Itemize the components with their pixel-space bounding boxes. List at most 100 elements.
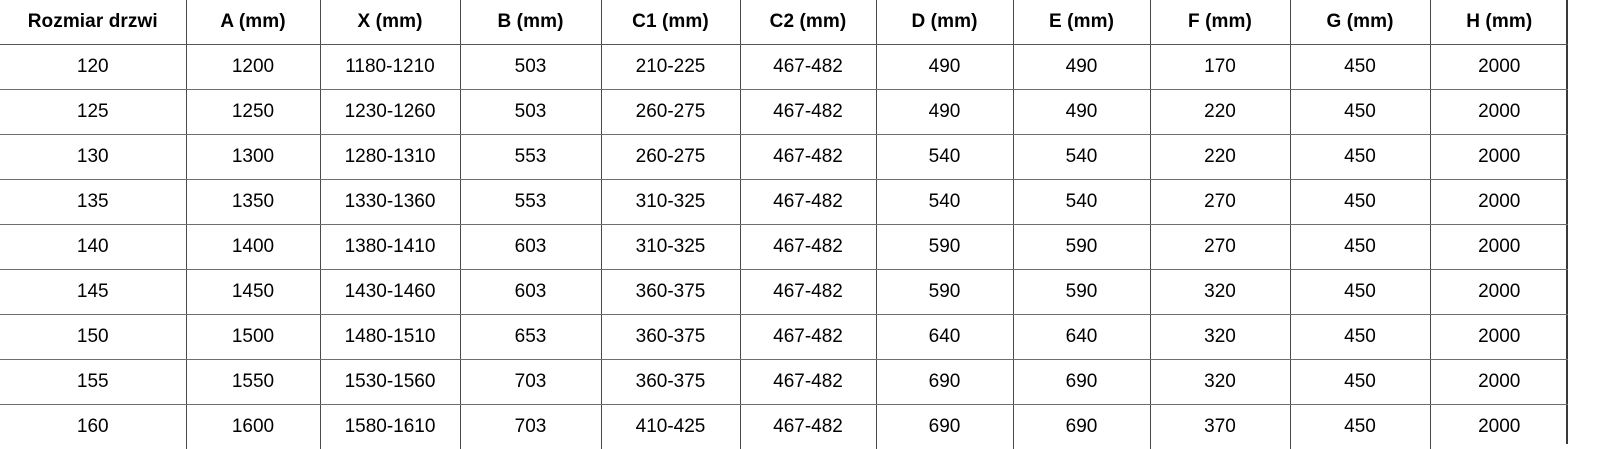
- cell-x: 1330-1360: [320, 180, 460, 225]
- cell-g: 450: [1290, 180, 1430, 225]
- cell-size: 160: [0, 405, 186, 449]
- cell-a: 1250: [186, 90, 320, 135]
- cell-e: 690: [1013, 405, 1150, 449]
- table-body: 120 1200 1180-1210 503 210-225 467-482 4…: [0, 45, 1568, 449]
- cell-e: 490: [1013, 45, 1150, 90]
- cell-size: 155: [0, 360, 186, 405]
- cell-f: 220: [1150, 135, 1290, 180]
- cell-e: 690: [1013, 360, 1150, 405]
- cell-d: 690: [876, 360, 1013, 405]
- column-header-f: F (mm): [1150, 0, 1290, 45]
- cell-h: 2000: [1430, 135, 1568, 180]
- column-header-h: H (mm): [1430, 0, 1568, 45]
- cell-e: 640: [1013, 315, 1150, 360]
- door-specification-table-container: Rozmiar drzwi A (mm) X (mm) B (mm) C1 (m…: [0, 0, 1568, 444]
- cell-x: 1530-1560: [320, 360, 460, 405]
- cell-x: 1230-1260: [320, 90, 460, 135]
- cell-size: 145: [0, 270, 186, 315]
- cell-x: 1580-1610: [320, 405, 460, 449]
- cell-a: 1600: [186, 405, 320, 449]
- cell-h: 2000: [1430, 270, 1568, 315]
- cell-g: 450: [1290, 135, 1430, 180]
- cell-size: 135: [0, 180, 186, 225]
- table-row: 135 1350 1330-1360 553 310-325 467-482 5…: [0, 180, 1568, 225]
- cell-d: 590: [876, 225, 1013, 270]
- cell-h: 2000: [1430, 45, 1568, 90]
- cell-size: 130: [0, 135, 186, 180]
- cell-h: 2000: [1430, 90, 1568, 135]
- cell-e: 590: [1013, 270, 1150, 315]
- cell-size: 150: [0, 315, 186, 360]
- cell-h: 2000: [1430, 360, 1568, 405]
- cell-x: 1380-1410: [320, 225, 460, 270]
- cell-c2: 467-482: [740, 45, 876, 90]
- column-header-d: D (mm): [876, 0, 1013, 45]
- cell-b: 503: [460, 90, 601, 135]
- column-header-x: X (mm): [320, 0, 460, 45]
- table-row: 120 1200 1180-1210 503 210-225 467-482 4…: [0, 45, 1568, 90]
- cell-a: 1350: [186, 180, 320, 225]
- cell-c2: 467-482: [740, 90, 876, 135]
- cell-c2: 467-482: [740, 180, 876, 225]
- table-row: 140 1400 1380-1410 603 310-325 467-482 5…: [0, 225, 1568, 270]
- cell-c1: 360-375: [601, 270, 740, 315]
- cell-b: 603: [460, 270, 601, 315]
- cell-c2: 467-482: [740, 270, 876, 315]
- column-header-rozmiar-drzwi: Rozmiar drzwi: [0, 0, 186, 45]
- cell-e: 590: [1013, 225, 1150, 270]
- cell-b: 503: [460, 45, 601, 90]
- cell-size: 120: [0, 45, 186, 90]
- cell-a: 1300: [186, 135, 320, 180]
- cell-d: 490: [876, 45, 1013, 90]
- cell-f: 170: [1150, 45, 1290, 90]
- table-header: Rozmiar drzwi A (mm) X (mm) B (mm) C1 (m…: [0, 0, 1568, 45]
- cell-x: 1480-1510: [320, 315, 460, 360]
- cell-c1: 360-375: [601, 315, 740, 360]
- cell-c1: 260-275: [601, 135, 740, 180]
- cell-h: 2000: [1430, 405, 1568, 449]
- cell-c1: 360-375: [601, 360, 740, 405]
- cell-g: 450: [1290, 270, 1430, 315]
- cell-g: 450: [1290, 405, 1430, 449]
- cell-c2: 467-482: [740, 225, 876, 270]
- cell-d: 490: [876, 90, 1013, 135]
- cell-f: 370: [1150, 405, 1290, 449]
- cell-b: 603: [460, 225, 601, 270]
- cell-a: 1550: [186, 360, 320, 405]
- cell-b: 703: [460, 405, 601, 449]
- cell-c1: 310-325: [601, 225, 740, 270]
- cell-c2: 467-482: [740, 315, 876, 360]
- cell-a: 1400: [186, 225, 320, 270]
- cell-x: 1430-1460: [320, 270, 460, 315]
- table-header-row: Rozmiar drzwi A (mm) X (mm) B (mm) C1 (m…: [0, 0, 1568, 45]
- cell-b: 703: [460, 360, 601, 405]
- cell-d: 540: [876, 180, 1013, 225]
- column-header-e: E (mm): [1013, 0, 1150, 45]
- table-row: 145 1450 1430-1460 603 360-375 467-482 5…: [0, 270, 1568, 315]
- cell-h: 2000: [1430, 180, 1568, 225]
- column-header-c1: C1 (mm): [601, 0, 740, 45]
- cell-size: 140: [0, 225, 186, 270]
- column-header-g: G (mm): [1290, 0, 1430, 45]
- table-row: 150 1500 1480-1510 653 360-375 467-482 6…: [0, 315, 1568, 360]
- cell-c1: 310-325: [601, 180, 740, 225]
- cell-x: 1280-1310: [320, 135, 460, 180]
- cell-f: 320: [1150, 360, 1290, 405]
- table-row: 160 1600 1580-1610 703 410-425 467-482 6…: [0, 405, 1568, 449]
- cell-g: 450: [1290, 45, 1430, 90]
- cell-g: 450: [1290, 90, 1430, 135]
- cell-c2: 467-482: [740, 405, 876, 449]
- cell-d: 590: [876, 270, 1013, 315]
- table-row: 155 1550 1530-1560 703 360-375 467-482 6…: [0, 360, 1568, 405]
- cell-e: 490: [1013, 90, 1150, 135]
- cell-a: 1200: [186, 45, 320, 90]
- cell-b: 653: [460, 315, 601, 360]
- cell-size: 125: [0, 90, 186, 135]
- cell-f: 270: [1150, 180, 1290, 225]
- cell-a: 1450: [186, 270, 320, 315]
- cell-f: 320: [1150, 315, 1290, 360]
- cell-g: 450: [1290, 225, 1430, 270]
- table-row: 130 1300 1280-1310 553 260-275 467-482 5…: [0, 135, 1568, 180]
- cell-c2: 467-482: [740, 360, 876, 405]
